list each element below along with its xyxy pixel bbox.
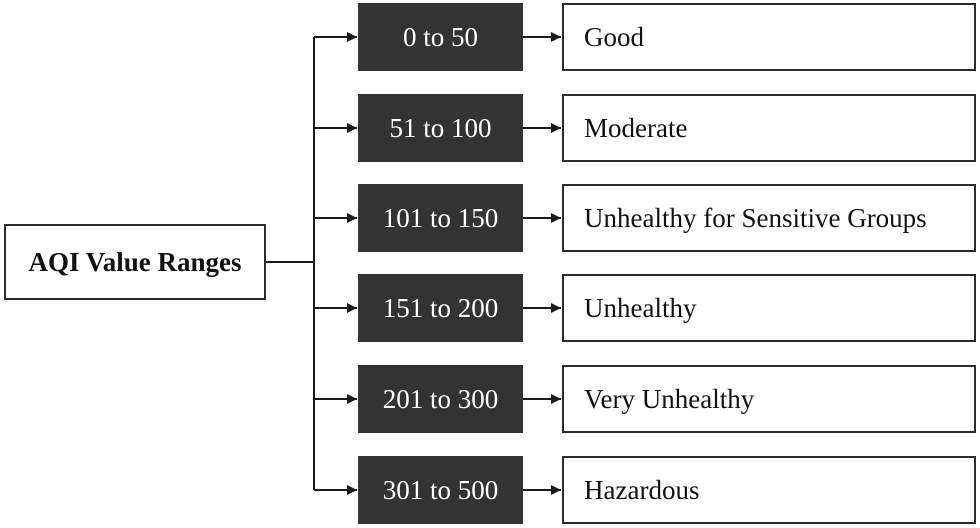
- aqi-category-label: Good: [584, 21, 644, 52]
- aqi-root-label: AQI Value Ranges: [28, 246, 242, 277]
- aqi-range-box: 151 to 200: [358, 274, 523, 342]
- aqi-category-box: Moderate: [562, 94, 976, 162]
- aqi-category-box: Hazardous: [562, 456, 976, 524]
- aqi-category-label: Unhealthy: [584, 292, 697, 323]
- aqi-category-label: Moderate: [584, 112, 688, 143]
- aqi-root-box: AQI Value Ranges: [4, 224, 266, 300]
- aqi-category-box: Unhealthy: [562, 274, 976, 342]
- aqi-category-box: Good: [562, 3, 976, 71]
- aqi-range-label: 151 to 200: [382, 292, 499, 323]
- aqi-range-box: 301 to 500: [358, 456, 523, 524]
- aqi-range-label: 101 to 150: [382, 202, 499, 233]
- aqi-range-box: 201 to 300: [358, 365, 523, 433]
- aqi-range-box: 101 to 150: [358, 184, 523, 252]
- aqi-range-label: 301 to 500: [382, 474, 499, 505]
- aqi-range-label: 51 to 100: [389, 112, 492, 143]
- aqi-category-box: Unhealthy for Sensitive Groups: [562, 184, 976, 252]
- aqi-range-label: 0 to 50: [402, 21, 478, 52]
- aqi-range-label: 201 to 300: [382, 383, 499, 414]
- aqi-category-label: Very Unhealthy: [584, 383, 755, 414]
- aqi-range-box: 0 to 50: [358, 3, 523, 71]
- aqi-category-label: Hazardous: [584, 474, 700, 505]
- aqi-range-box: 51 to 100: [358, 94, 523, 162]
- aqi-category-box: Very Unhealthy: [562, 365, 976, 433]
- aqi-category-label: Unhealthy for Sensitive Groups: [584, 202, 927, 233]
